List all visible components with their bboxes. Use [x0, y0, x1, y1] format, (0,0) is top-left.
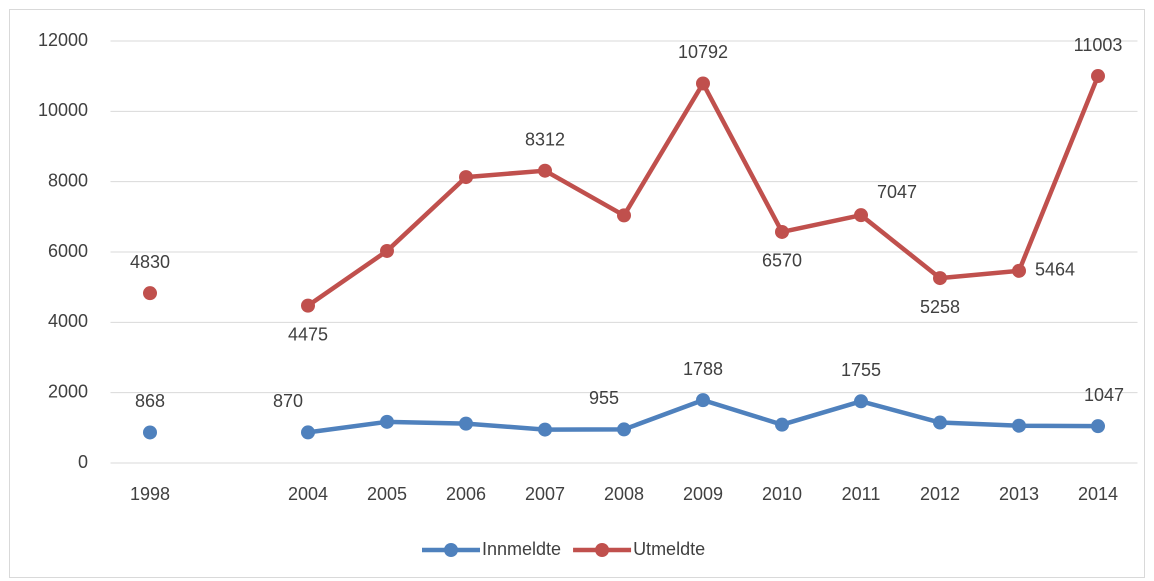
x-tick-label: 2009 [683, 484, 723, 504]
point [380, 243, 394, 258]
point [617, 208, 631, 223]
data-label: 8312 [525, 129, 565, 149]
data-label: 868 [135, 391, 165, 411]
point [1012, 418, 1026, 433]
data-label: 4830 [130, 252, 170, 272]
y-tick-label: 2000 [48, 381, 88, 401]
x-tick-label: 2013 [999, 484, 1039, 504]
point [933, 415, 947, 430]
point [538, 422, 552, 437]
x-tick-label: 2008 [604, 484, 644, 504]
data-label: 5258 [920, 297, 960, 317]
point [301, 298, 315, 313]
data-label: 870 [273, 391, 303, 411]
legend-label: Utmeldte [633, 539, 705, 559]
y-tick-label: 4000 [48, 311, 88, 331]
x-tick-label: 2012 [920, 484, 960, 504]
point [1091, 419, 1105, 434]
data-label: 7047 [877, 182, 917, 202]
x-tick-label: 2010 [762, 484, 802, 504]
point [933, 271, 947, 286]
data-label: 10792 [678, 42, 728, 62]
y-tick-label: 0 [78, 452, 88, 472]
y-tick-label: 12000 [38, 30, 88, 50]
data-label: 5464 [1035, 260, 1075, 280]
point [775, 417, 789, 432]
y-tick-label: 6000 [48, 241, 88, 261]
chart-border [9, 9, 1145, 578]
y-tick-label: 10000 [38, 100, 88, 120]
point [538, 163, 552, 178]
legend-marker [595, 543, 610, 557]
data-label: 6570 [762, 251, 802, 271]
point [1091, 69, 1105, 84]
point [301, 425, 315, 440]
data-label: 1047 [1084, 385, 1124, 405]
point [775, 224, 789, 239]
data-label: 4475 [288, 324, 328, 344]
point [1012, 263, 1026, 278]
x-tick-label: 2004 [288, 484, 328, 504]
point [854, 208, 868, 223]
point [459, 170, 473, 185]
data-label: 955 [589, 388, 619, 408]
x-tick-label: 1998 [130, 484, 170, 504]
legend-marker [444, 543, 458, 557]
x-tick-label: 2007 [525, 484, 565, 504]
point [617, 422, 631, 437]
point [696, 393, 710, 408]
point [459, 416, 473, 431]
data-label: 1755 [841, 360, 881, 380]
point [854, 394, 868, 409]
point [143, 286, 157, 301]
x-tick-label: 2006 [446, 484, 486, 504]
point [696, 76, 710, 91]
data-label: 1788 [683, 359, 723, 379]
x-tick-label: 2014 [1078, 484, 1118, 504]
legend-label: Innmeldte [482, 539, 561, 559]
data-label: 11003 [1074, 35, 1123, 55]
x-tick-label: 2005 [367, 484, 407, 504]
point [143, 425, 157, 440]
y-tick-label: 8000 [48, 170, 88, 190]
x-tick-label: 2011 [842, 484, 881, 504]
point [380, 414, 394, 429]
